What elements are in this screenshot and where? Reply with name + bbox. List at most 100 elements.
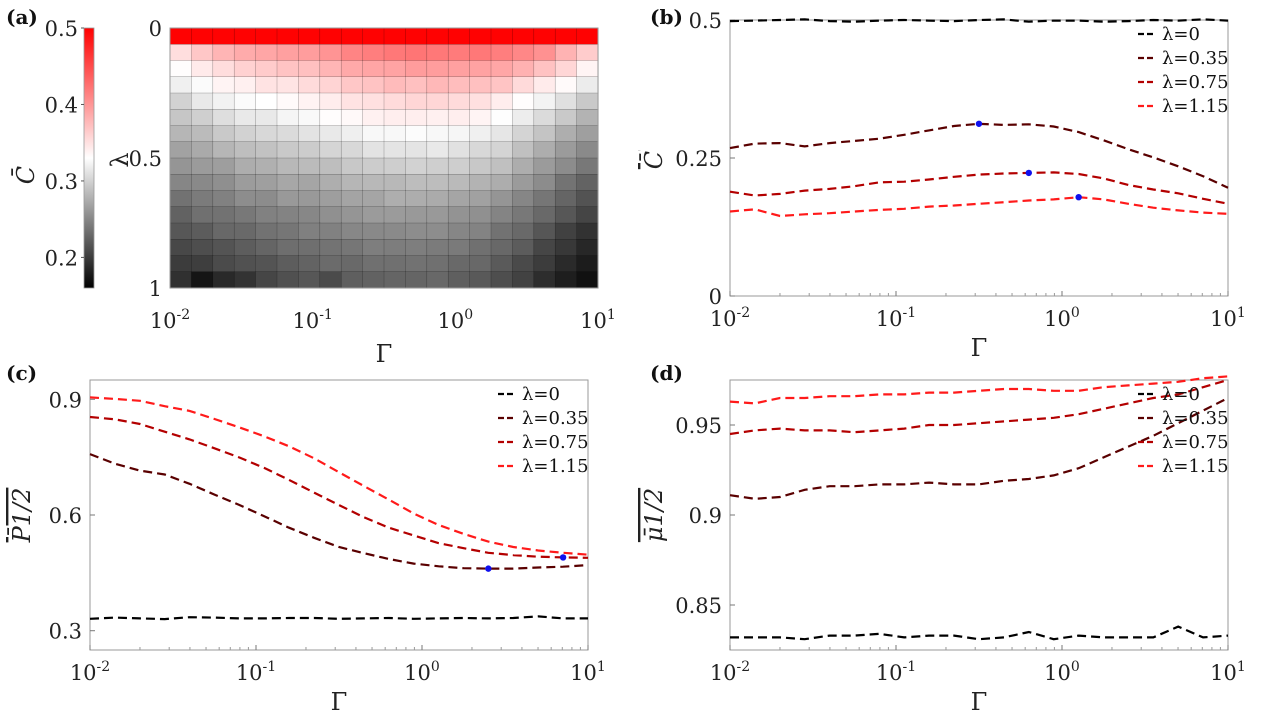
heatmap-cell bbox=[362, 44, 385, 62]
heatmap-cell bbox=[276, 255, 299, 273]
heatmap-cell bbox=[362, 271, 385, 289]
heatmap-cell bbox=[554, 157, 578, 175]
optimum-marker bbox=[1025, 169, 1033, 177]
heatmap-cell bbox=[469, 174, 492, 192]
heatmap-cell bbox=[276, 44, 299, 62]
heatmap-cell bbox=[469, 239, 492, 257]
x-tick-label: 10-1 bbox=[236, 659, 276, 685]
tick-base: 10 bbox=[70, 661, 97, 685]
heatmap-cell bbox=[405, 157, 428, 175]
series-line-3 bbox=[729, 196, 1229, 218]
heatmap-cell bbox=[298, 60, 321, 78]
heatmap-cell bbox=[533, 239, 556, 257]
heatmap-cell bbox=[169, 157, 192, 175]
heatmap-cell bbox=[191, 92, 214, 110]
heatmap-cell bbox=[405, 92, 428, 110]
heatmap-cell bbox=[490, 255, 513, 273]
heatmap-cell bbox=[233, 190, 257, 208]
optimum-marker bbox=[975, 120, 983, 127]
heatmap-cell bbox=[512, 174, 535, 192]
heatmap-cell bbox=[447, 271, 471, 289]
heatmap-cell bbox=[276, 222, 299, 240]
heatmap-cell bbox=[255, 60, 278, 78]
heatmap-cell bbox=[340, 76, 364, 94]
panel-c: 10-2 10-1 100 1010.90.60.3ΓP̄1/2λ=0λ=0.35λ=… bbox=[6, 361, 606, 716]
heatmap-cell bbox=[191, 190, 214, 208]
heatmap-cell bbox=[405, 239, 428, 257]
heatmap-cell bbox=[212, 125, 235, 143]
heatmap-cell bbox=[212, 271, 235, 289]
heatmap-cell bbox=[319, 174, 342, 192]
heatmap-cell bbox=[319, 27, 342, 45]
heatmap-cell bbox=[405, 27, 428, 45]
heatmap-cell bbox=[362, 255, 385, 273]
heatmap-cell bbox=[469, 44, 492, 62]
heatmap-cell bbox=[169, 239, 192, 257]
tick-base: 10 bbox=[292, 309, 319, 333]
panel-d: 10-2 10-1 100 1010.950.90.85Γμ̄1/2λ=0λ=0.35… bbox=[640, 361, 1246, 716]
heatmap-cell bbox=[319, 92, 342, 110]
heatmap-cell bbox=[576, 271, 599, 289]
heatmap-cell bbox=[169, 44, 192, 62]
heatmap-cell bbox=[383, 222, 406, 240]
heatmap-cell bbox=[426, 27, 449, 45]
y-tick-label: 0.5 bbox=[129, 147, 162, 171]
heatmap-cell bbox=[447, 206, 471, 224]
heatmap-cell bbox=[383, 190, 406, 208]
panel-label: (a) bbox=[6, 5, 38, 29]
legend-entry: λ=1.15 bbox=[522, 456, 589, 477]
y-axis-label: P̄1/2 bbox=[8, 488, 36, 544]
colorbar bbox=[83, 27, 95, 289]
heatmap-cell bbox=[191, 157, 214, 175]
x-tick-label: 10-1 bbox=[292, 307, 332, 333]
x-tick-label: 10-2 bbox=[710, 305, 750, 331]
tick-exponent: 1 bbox=[607, 307, 616, 323]
heatmap-cell bbox=[169, 27, 192, 45]
heatmap-cell bbox=[169, 125, 192, 143]
heatmap-cell bbox=[276, 109, 299, 127]
heatmap-cell bbox=[490, 60, 513, 78]
x-tick-label: 100 bbox=[1044, 659, 1080, 685]
heatmap-cell bbox=[405, 271, 428, 289]
heatmap-cell bbox=[276, 190, 299, 208]
heatmap-cell bbox=[533, 157, 556, 175]
heatmap-cell bbox=[233, 174, 257, 192]
heatmap-cell bbox=[340, 239, 364, 257]
heatmap-cell bbox=[426, 157, 449, 175]
heatmap-cell bbox=[191, 174, 214, 192]
heatmap-cell bbox=[169, 222, 192, 240]
heatmap-cell bbox=[169, 76, 192, 94]
heatmap-cell bbox=[512, 109, 535, 127]
tick-exponent: 0 bbox=[1071, 305, 1080, 321]
heatmap-cell bbox=[383, 44, 406, 62]
tick-base: 10 bbox=[150, 309, 177, 333]
tick-base: 10 bbox=[1044, 307, 1071, 331]
heatmap-cell bbox=[469, 76, 492, 94]
heatmap-cell bbox=[447, 141, 471, 159]
heatmap-cell bbox=[554, 190, 578, 208]
heatmap-cell bbox=[276, 206, 299, 224]
heatmap-cell bbox=[212, 206, 235, 224]
heatmap-cell bbox=[233, 271, 257, 289]
tick-base: 10 bbox=[1044, 661, 1071, 685]
heatmap-cell bbox=[426, 174, 449, 192]
heatmap-cell bbox=[298, 44, 321, 62]
heatmap-cell bbox=[426, 239, 449, 257]
heatmap-cell bbox=[447, 27, 471, 45]
heatmap-cell bbox=[426, 44, 449, 62]
heatmap-cell bbox=[276, 92, 299, 110]
legend-entry: λ=0.35 bbox=[1162, 48, 1229, 69]
heatmap-cell bbox=[426, 190, 449, 208]
heatmap-cell bbox=[233, 157, 257, 175]
tick-exponent: -1 bbox=[319, 307, 333, 323]
legend-entry: λ=1.15 bbox=[1162, 456, 1229, 477]
legend-entry: λ=0 bbox=[1162, 384, 1200, 405]
heatmap-cell bbox=[233, 206, 257, 224]
heatmap-cell bbox=[298, 271, 321, 289]
heatmap-cell bbox=[191, 222, 214, 240]
heatmap-cell bbox=[169, 255, 192, 273]
heatmap-cell bbox=[255, 206, 278, 224]
heatmap-cell bbox=[362, 190, 385, 208]
heatmap-frame bbox=[169, 27, 599, 289]
heatmap-cell bbox=[469, 206, 492, 224]
